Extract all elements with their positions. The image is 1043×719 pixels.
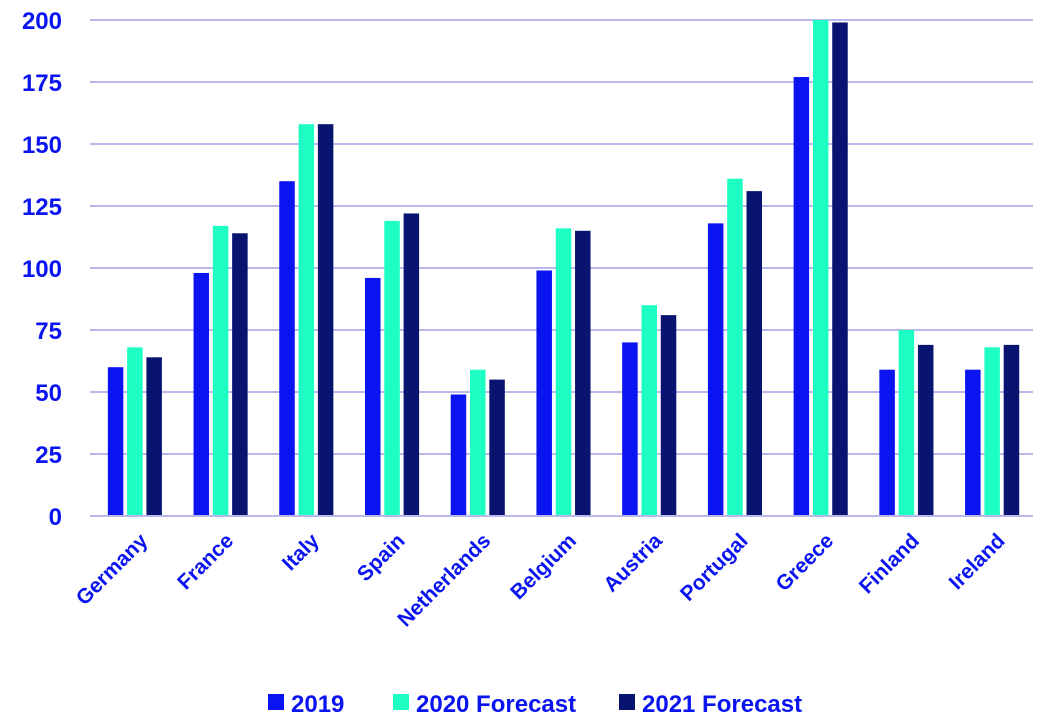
bar-france-2020-forecast [212, 225, 229, 516]
bar-netherlands-2021-forecast [489, 379, 505, 516]
x-category-label: Austria [599, 529, 667, 597]
bar-belgium-2020-forecast [555, 228, 572, 516]
y-axis-ticks: 0 25 50 75 100 125 150 175 200 [22, 8, 62, 531]
x-category-label: Belgium [506, 529, 581, 604]
bar-austria-2020-forecast [641, 305, 657, 516]
legend-swatch [268, 694, 284, 710]
bar-finland-2021-forecast [917, 344, 934, 516]
legend-label: 2019 [291, 691, 344, 718]
bar-germany-2021-forecast [146, 357, 162, 516]
legend-label: 2020 Forecast [416, 691, 576, 718]
bar-italy-2019 [279, 181, 295, 516]
bar-greece-2020-forecast [812, 20, 829, 516]
bar-austria-2021-forecast [660, 315, 677, 516]
bar-finland-2020-forecast [898, 330, 915, 516]
y-tick-label: 0 [49, 504, 62, 531]
bar-germany-2020-forecast [127, 347, 143, 516]
y-tick-label: 150 [22, 132, 62, 159]
bar-belgium-2019 [536, 270, 552, 516]
bar-ireland-2019 [965, 369, 981, 516]
bar-france-2021-forecast [232, 233, 248, 516]
bar-belgium-2021-forecast [575, 230, 591, 517]
bar-austria-2019 [622, 342, 638, 516]
y-tick-label: 175 [22, 70, 62, 97]
x-category-label: Ireland [945, 529, 1010, 594]
bar-portugal-2019 [707, 223, 724, 517]
legend-swatch [393, 694, 409, 710]
y-tick-label: 100 [22, 256, 62, 283]
bar-spain-2020-forecast [384, 220, 400, 516]
y-tick-label: 75 [35, 318, 62, 345]
bar-ireland-2021-forecast [1003, 344, 1020, 516]
y-tick-label: 125 [22, 194, 62, 221]
bar-spain-2021-forecast [403, 213, 420, 516]
bar-france-2019 [193, 272, 210, 516]
legend-label: 2021 Forecast [642, 691, 802, 718]
bar-spain-2019 [364, 277, 381, 516]
bars [107, 20, 1020, 517]
bar-italy-2021-forecast [317, 124, 334, 516]
x-category-label: Greece [772, 529, 839, 596]
bar-greece-2019 [793, 77, 810, 516]
bar-finland-2019 [879, 369, 895, 516]
x-category-label: Finland [855, 529, 924, 598]
bar-portugal-2021-forecast [746, 191, 763, 516]
bar-portugal-2020-forecast [727, 178, 743, 516]
bar-ireland-2020-forecast [984, 347, 1000, 516]
x-category-label: Portugal [676, 529, 752, 605]
x-category-label: Spain [353, 529, 410, 586]
bar-netherlands-2019 [450, 394, 467, 516]
y-tick-label: 200 [22, 8, 62, 35]
legend: 2019 2020 Forecast 2021 Forecast [268, 691, 802, 718]
bar-netherlands-2020-forecast [470, 369, 486, 516]
x-category-label: Italy [278, 529, 324, 575]
y-tick-label: 25 [35, 442, 62, 469]
y-tick-label: 50 [35, 380, 62, 407]
bar-italy-2020-forecast [298, 124, 315, 516]
x-category-label: France [173, 529, 238, 594]
legend-swatch [619, 694, 635, 710]
bar-germany-2019 [107, 367, 124, 516]
bar-greece-2021-forecast [832, 22, 848, 516]
x-category-label: Germany [72, 529, 153, 610]
